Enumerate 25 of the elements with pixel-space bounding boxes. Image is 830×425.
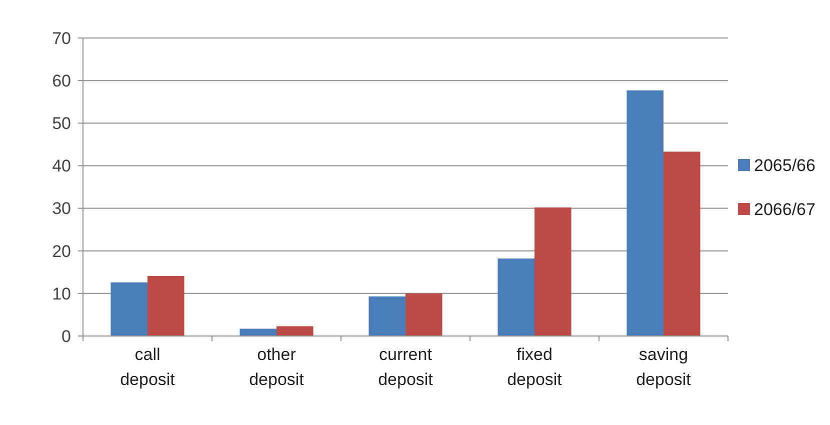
bar <box>240 328 276 336</box>
y-tick-label: 0 <box>62 326 71 346</box>
legend-label: 2065/66 <box>754 156 816 175</box>
y-tick-label: 70 <box>52 28 71 48</box>
x-tick-label: fixed deposit <box>507 345 562 389</box>
bar <box>368 296 406 336</box>
x-tick-label: current deposit <box>378 345 434 389</box>
legend-label: 2066/67 <box>754 200 816 219</box>
y-tick-label: 30 <box>52 199 71 218</box>
y-tick-label: 60 <box>52 72 71 91</box>
bar <box>276 326 314 336</box>
y-tick-label: 40 <box>52 156 71 176</box>
x-tick-label: saving deposit <box>636 345 692 389</box>
x-tick-label: other deposit <box>249 345 304 389</box>
bar <box>626 90 664 336</box>
y-tick-label: 20 <box>52 242 71 261</box>
y-tick-label: 10 <box>52 284 71 304</box>
bar <box>110 282 148 336</box>
y-tick-label: 50 <box>52 114 71 134</box>
bar <box>148 276 184 336</box>
bar <box>406 293 442 336</box>
bar <box>498 258 534 336</box>
x-tick-label: call deposit <box>120 345 176 389</box>
bar <box>534 207 572 336</box>
bar <box>664 152 700 336</box>
